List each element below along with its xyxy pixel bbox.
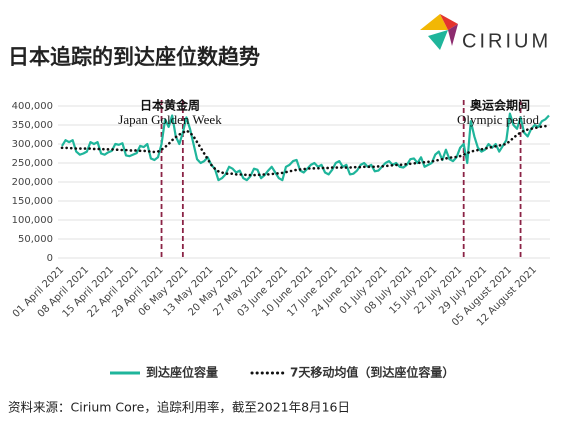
logo-shape (420, 14, 448, 30)
y-tick-label: 0 (47, 253, 53, 264)
y-tick-label: 150,000 (12, 196, 53, 207)
annotation: Japan Golden Week (118, 112, 222, 127)
logo (420, 14, 458, 50)
legend-label: 到达座位容量 (146, 365, 218, 380)
series-line (61, 112, 550, 182)
logo-text: CIRIUM (462, 30, 551, 52)
plot-area: 0 50,000 100,000 150,000 200,000 250,000 300,0… (11, 100, 551, 328)
y-tick-label: 200,000 (12, 177, 53, 188)
y-tick-label: 250,000 (12, 158, 53, 169)
legend-label: 7天移动均值（到达座位容量） (290, 365, 454, 380)
logo-shape (448, 24, 458, 46)
annotation: Olympic period (457, 112, 539, 127)
logo-shape (440, 14, 458, 30)
series-line (60, 124, 551, 177)
y-tick-label: 400,000 (12, 101, 53, 112)
chart-title: 日本追踪的到达座位数趋势 (8, 45, 260, 69)
y-tick-label: 100,000 (12, 215, 53, 226)
source-note: 资料来源：Cirium Core，追踪利用率，截至2021年8月16日 (8, 400, 350, 415)
logo-shape (428, 30, 448, 50)
y-tick-label: 300,000 (12, 139, 53, 150)
annotation: 奥运会期间 (470, 98, 530, 113)
y-tick-label: 350,000 (12, 120, 53, 131)
annotation: 日本黄金周 (140, 98, 200, 113)
y-tick-label: 50,000 (18, 234, 53, 245)
